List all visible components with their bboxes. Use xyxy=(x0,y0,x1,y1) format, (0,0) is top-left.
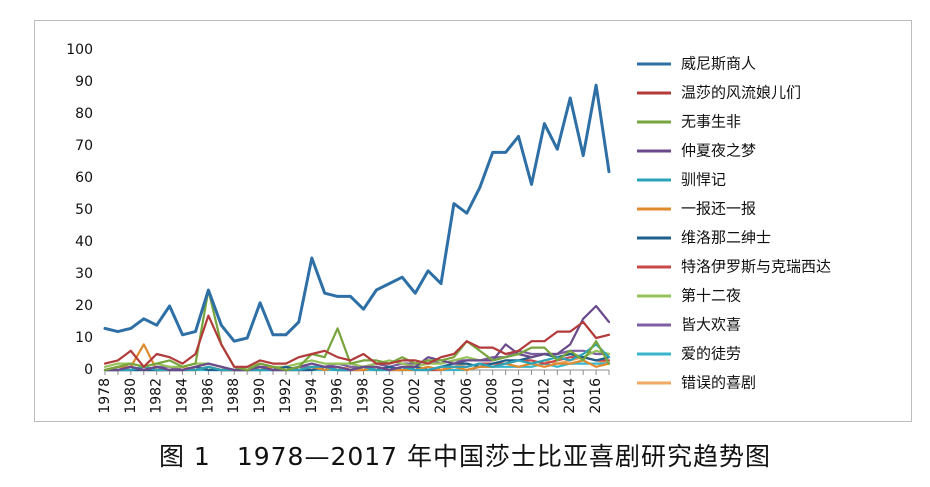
x-tick-label: 1982 xyxy=(149,378,165,414)
x-tick-label: 1996 xyxy=(330,378,346,414)
series-line-1 xyxy=(103,83,611,343)
x-tick-label: 1994 xyxy=(304,378,320,414)
x-tick-label: 1992 xyxy=(278,378,294,414)
x-tick-label: 1990 xyxy=(252,378,268,414)
series-line-3 xyxy=(103,288,611,372)
legend-label: 驯悍记 xyxy=(681,171,726,189)
legend-label: 第十二夜 xyxy=(681,287,741,305)
x-tick-label: 1988 xyxy=(226,378,242,414)
series-line-4 xyxy=(103,304,611,372)
figure-title: 1978—2017 年中国莎士比亚喜剧研究趋势图 xyxy=(236,442,772,471)
legend-label: 温莎的风流娘儿们 xyxy=(681,84,801,102)
x-tick-label: 1998 xyxy=(355,378,371,414)
x-tick-label: 1980 xyxy=(123,378,139,414)
x-tick-label: 2006 xyxy=(459,378,475,414)
x-tick-label: 1984 xyxy=(175,378,191,414)
legend-label: 维洛那二绅士 xyxy=(681,229,771,247)
x-tick-label: 2012 xyxy=(536,378,552,414)
x-tick-label: 2016 xyxy=(588,378,604,414)
x-tick-label: 2010 xyxy=(511,378,527,414)
line-chart: 1978 1980 1982 1984 1986 1988 1990 1992 1994 1996… xyxy=(66,42,831,414)
legend-label: 威尼斯商人 xyxy=(681,55,756,73)
x-tick-label: 2002 xyxy=(407,378,423,414)
legend-label: 仲夏夜之梦 xyxy=(681,142,756,160)
chart-axes: 1978 1980 1982 1984 1986 1988 1990 1992 1994 1996… xyxy=(66,42,610,414)
x-tick-label: 2000 xyxy=(381,378,397,414)
legend-label: 无事生非 xyxy=(681,113,741,131)
legend-label: 一报还一报 xyxy=(681,200,756,218)
x-tick-label: 2008 xyxy=(485,378,501,414)
chart-legend: 威尼斯商人温莎的风流娘儿们无事生非仲夏夜之梦驯悍记一报还一报维洛那二绅士特洛伊罗… xyxy=(637,55,831,392)
y-tick-label: 50 xyxy=(75,202,93,218)
figure-label: 图 1 xyxy=(158,442,211,471)
y-tick-label: 10 xyxy=(75,330,93,346)
y-tick-label: 100 xyxy=(66,42,93,58)
y-tick-label: 0 xyxy=(84,362,93,378)
y-tick-label: 80 xyxy=(75,106,93,122)
x-tick-label: 2014 xyxy=(562,378,578,414)
figure-caption: 图 1 1978—2017 年中国莎士比亚喜剧研究趋势图 xyxy=(0,437,930,473)
legend-label: 特洛伊罗斯与克瑞西达 xyxy=(681,258,831,276)
series-line-2 xyxy=(103,314,611,368)
y-tick-label: 90 xyxy=(75,74,93,90)
x-tick-label: 2004 xyxy=(433,378,449,414)
y-tick-label: 20 xyxy=(75,298,93,314)
y-tick-label: 40 xyxy=(75,234,93,250)
legend-label: 爱的徒劳 xyxy=(681,345,741,363)
y-tick-label: 30 xyxy=(75,266,93,282)
chart-frame: 1978 1980 1982 1984 1986 1988 1990 1992 1994 1996… xyxy=(34,20,912,422)
legend-label: 皆大欢喜 xyxy=(681,316,741,334)
x-tick-label: 1986 xyxy=(200,378,216,414)
legend-label: 错误的喜剧 xyxy=(681,374,756,392)
y-tick-label: 60 xyxy=(75,170,93,186)
x-tick-label: 1978 xyxy=(97,378,113,414)
series-lines xyxy=(103,83,611,372)
y-tick-label: 70 xyxy=(75,138,93,154)
